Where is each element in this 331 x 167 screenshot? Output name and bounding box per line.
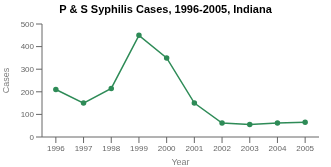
svg-text:2001: 2001 (185, 144, 203, 153)
svg-text:300: 300 (21, 65, 35, 74)
svg-text:0: 0 (30, 133, 35, 142)
svg-text:2002: 2002 (213, 144, 231, 153)
svg-text:200: 200 (21, 88, 35, 97)
svg-text:2005: 2005 (296, 144, 314, 153)
svg-text:Cases: Cases (8, 67, 11, 93)
svg-text:1998: 1998 (102, 144, 120, 153)
svg-text:Year: Year (171, 157, 189, 167)
svg-text:2003: 2003 (241, 144, 259, 153)
svg-text:2004: 2004 (269, 144, 287, 153)
svg-text:1996: 1996 (47, 144, 65, 153)
svg-text:1997: 1997 (75, 144, 93, 153)
svg-text:500: 500 (21, 20, 35, 29)
html-text:P & S Syphilis Cases, 1996-200: P & S Syphilis Cases, 1996-2005, Indiana (59, 3, 272, 15)
svg-text:100: 100 (21, 110, 35, 119)
svg-text:400: 400 (21, 42, 35, 51)
svg-text:2000: 2000 (158, 144, 176, 153)
svg-text:1999: 1999 (130, 144, 148, 153)
